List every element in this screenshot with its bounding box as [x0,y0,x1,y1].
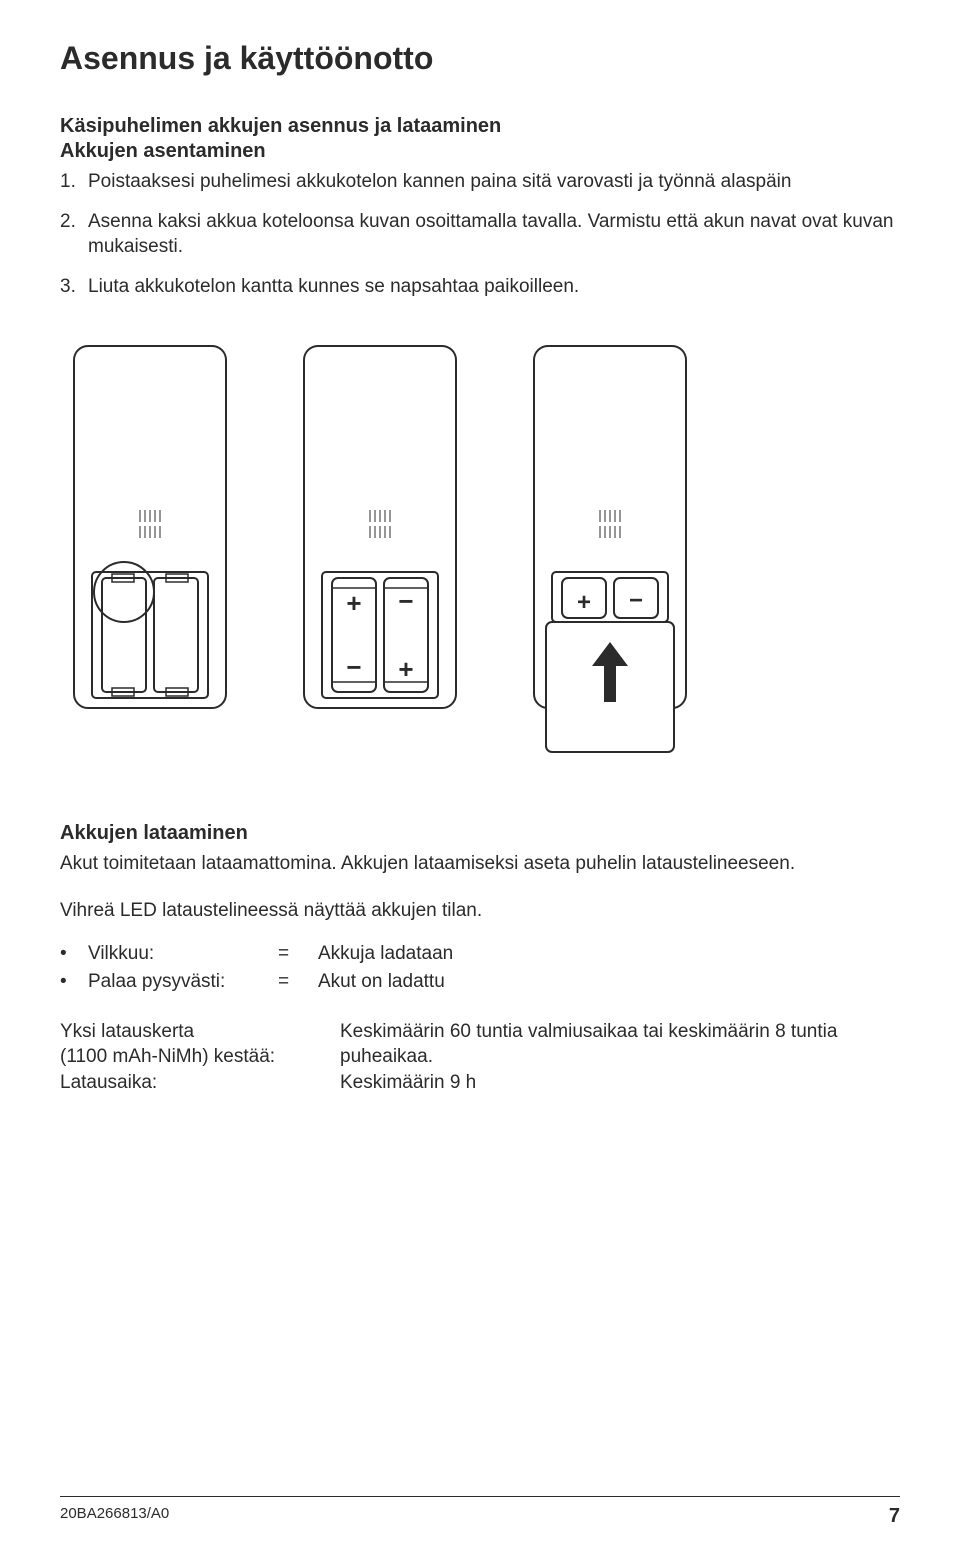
step-number: 2. [60,209,88,260]
svg-text:−: − [346,652,361,682]
step: 2. Asenna kaksi akkua koteloonsa kuvan o… [60,209,900,260]
section2-heading: Akkujen lataaminen [60,822,900,845]
info-label: Yksi latauskerta (1100 mAh-NiMh) kestää: [60,1019,340,1070]
info-row: Yksi latauskerta (1100 mAh-NiMh) kestää:… [60,1019,900,1070]
step-text: Liuta akkukotelon kantta kunnes se napsa… [88,274,900,300]
svg-text:+: + [346,588,361,618]
svg-text:+: + [577,589,591,616]
section1-heading: Käsipuhelimen akkujen asennus ja lataami… [60,115,900,138]
step-number: 1. [60,169,88,195]
bullet-dot: • [60,940,88,969]
charging-p2: Vihreä LED lataustelineessä näyttää akku… [60,898,900,924]
bullet-label: Palaa pysyvästi: [88,968,278,997]
bullet-item: • Palaa pysyvästi: = Akut on ladattu [60,968,900,997]
info-val: Keskimäärin 9 h [340,1070,900,1096]
bullet-item: • Vilkkuu: = Akkuja ladataan [60,940,900,969]
bullet-eq: = [278,968,318,997]
info-val: Keskimäärin 60 tuntia valmiusaikaa tai k… [340,1019,900,1070]
bullet-eq: = [278,940,318,969]
led-status-list: • Vilkkuu: = Akkuja ladataan • Palaa pys… [60,940,900,997]
page-title: Asennus ja käyttöönotto [60,40,900,77]
bullet-val: Akkuja ladataan [318,940,900,969]
info-label: Latausaika: [60,1070,340,1096]
phone-step3-icon: + − [530,342,705,762]
svg-text:+: + [398,654,413,684]
svg-text:−: − [629,587,643,614]
page-number: 7 [889,1505,900,1528]
steps-list: 1. Poistaaksesi puhelimesi akkukotelon k… [60,169,900,300]
phone-step1-icon [70,342,230,722]
page-footer: 20BA266813/A0 7 [60,1496,900,1528]
info-row: Latausaika: Keskimäärin 9 h [60,1070,900,1096]
step: 1. Poistaaksesi puhelimesi akkukotelon k… [60,169,900,195]
bullet-dot: • [60,968,88,997]
battery-diagram: + − − + + − [70,342,900,762]
step-text: Asenna kaksi akkua koteloonsa kuvan osoi… [88,209,900,260]
phone-step2-icon: + − − + [300,342,460,722]
step-number: 3. [60,274,88,300]
step-text: Poistaaksesi puhelimesi akkukotelon kann… [88,169,900,195]
bullet-label: Vilkkuu: [88,940,278,969]
section1-subheading: Akkujen asentaminen [60,140,900,163]
charging-p1: Akut toimitetaan lataamattomina. Akkujen… [60,851,900,877]
step: 3. Liuta akkukotelon kantta kunnes se na… [60,274,900,300]
footer-code: 20BA266813/A0 [60,1505,169,1528]
bullet-val: Akut on ladattu [318,968,900,997]
svg-text:−: − [398,586,413,616]
